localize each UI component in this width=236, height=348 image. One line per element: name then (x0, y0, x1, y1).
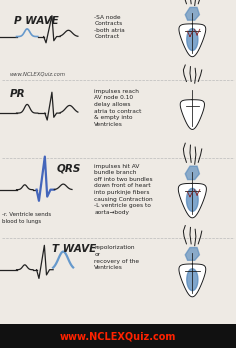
Polygon shape (179, 24, 206, 57)
Polygon shape (187, 29, 198, 50)
Polygon shape (178, 183, 206, 218)
Text: impulses hit AV
bundle branch
off into two bundles
down front of heart
into purk: impulses hit AV bundle branch off into t… (94, 164, 153, 215)
Text: repolorization
or
recovery of the
Ventricles: repolorization or recovery of the Ventri… (94, 245, 139, 270)
Text: www.NCLEXQuiz.com: www.NCLEXQuiz.com (9, 71, 65, 76)
Text: www.NCLEXQuiz.com: www.NCLEXQuiz.com (60, 331, 176, 341)
Polygon shape (186, 188, 198, 211)
Text: -SA node
Contracts
-both atria
Contract: -SA node Contracts -both atria Contract (94, 15, 125, 39)
Polygon shape (179, 264, 206, 297)
Polygon shape (180, 100, 204, 129)
Polygon shape (187, 269, 198, 291)
Text: -r. Ventricle sends
blood to lungs: -r. Ventricle sends blood to lungs (2, 212, 51, 224)
Text: PR: PR (9, 89, 25, 99)
Text: T WAVE: T WAVE (52, 244, 96, 254)
Polygon shape (185, 7, 199, 20)
Text: QRS: QRS (57, 164, 81, 174)
Polygon shape (185, 166, 199, 180)
Bar (0, 324, 236, 348)
Polygon shape (185, 247, 199, 260)
Text: impulses reach
AV node 0.10
delay allows
atria to contract
& empty into
Ventricl: impulses reach AV node 0.10 delay allows… (94, 89, 142, 127)
Text: P WAVE: P WAVE (14, 16, 59, 26)
